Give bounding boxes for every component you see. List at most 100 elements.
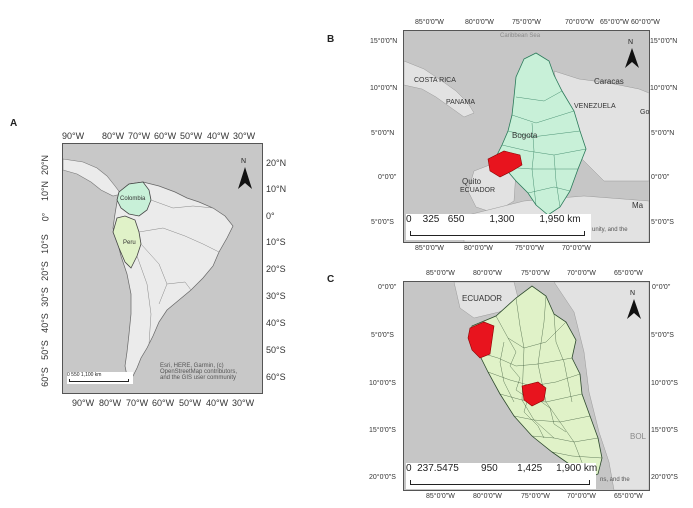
lat-tick: 15°0'0"N — [370, 38, 398, 45]
lon-tick: 85°0'0"W — [426, 270, 455, 277]
map-a-canvas — [63, 158, 234, 377]
attribution-line: and the GIS user community — [160, 375, 237, 381]
north-label: N — [630, 290, 636, 297]
map-c-canvas — [453, 282, 649, 490]
lon-tick: 80°W — [102, 131, 125, 141]
lat-tick: 15°0'0"S — [369, 427, 396, 434]
lat-tick: 20°N — [40, 154, 51, 176]
lat-tick: 0°0'0" — [378, 284, 397, 291]
map-b-attribution: unity, and the — [592, 227, 628, 233]
map-b-label-ecuador: ECUADOR — [460, 187, 496, 194]
scale-bar-line — [410, 480, 590, 485]
lat-tick: 60°S — [39, 367, 50, 387]
lon-tick: 70°0'0"W — [567, 493, 596, 500]
colombia-region — [116, 181, 152, 217]
lon-tick: 85°0'0"W — [426, 493, 455, 500]
lon-tick: 85°0'0"W — [415, 245, 444, 252]
map-a-attribution: Esri, HERE, Garmin, (c) OpenStreetMap co… — [160, 363, 237, 381]
south-america-land — [112, 181, 234, 377]
lat-tick: 10°N — [40, 180, 51, 202]
map-a-scale-bar: 0 550 1,100 km — [67, 372, 133, 384]
lat-tick: 20°S — [266, 264, 286, 274]
scale-bar-text: 0 237.5475 950 1,425 1,900 km — [406, 463, 598, 474]
map-b-label-panama: PANAMA — [446, 99, 476, 106]
lon-tick: 65°0'0"W — [600, 19, 629, 26]
attribution-line: OpenStreetMap contributors, — [160, 369, 238, 375]
lat-tick: 0°0'0" — [652, 284, 671, 291]
lat-tick: 10°S — [39, 234, 50, 254]
scale-bar-line — [69, 379, 129, 382]
lat-tick: 15°0'0"S — [651, 427, 678, 434]
lon-tick: 65°0'0"W — [614, 270, 643, 277]
lat-tick: 10°N — [266, 184, 287, 194]
lat-tick: 15°0'0"N — [650, 38, 678, 45]
lat-tick: 10°S — [266, 237, 286, 247]
map-b-scale-bar: 0 325 650 1,300 1,950 km — [406, 214, 591, 240]
lat-tick: 10°0'0"S — [651, 380, 678, 387]
lon-tick: 50°W — [179, 398, 202, 408]
panel-label-b: B — [327, 34, 335, 45]
lon-tick: 70°W — [128, 131, 151, 141]
colombia-departments — [501, 90, 587, 208]
lat-tick: 50°S — [39, 340, 50, 360]
map-b-frame: Caribbean Sea COSTA RICA PANAMA Caracas … — [403, 30, 650, 243]
lat-tick: 0°0'0" — [651, 174, 670, 181]
panel-label-a: A — [10, 118, 18, 129]
map-c-label-ecuador: ECUADOR — [462, 294, 503, 303]
country-borders — [136, 199, 220, 345]
scale-bar-text: 0 325 650 1,300 1,950 km — [406, 214, 581, 225]
lon-tick: 80°0'0"W — [473, 270, 502, 277]
lon-tick: 50°W — [180, 131, 203, 141]
lat-tick: 30°S — [39, 287, 50, 307]
map-a-north-arrow: N — [237, 158, 253, 190]
north-label: N — [241, 158, 247, 165]
lon-tick: 90°W — [62, 131, 85, 141]
map-b-label-bogota: Bogota — [512, 131, 538, 140]
lon-tick: 75°0'0"W — [521, 270, 550, 277]
north-label: N — [628, 39, 634, 46]
lon-tick: 75°0'0"W — [515, 245, 544, 252]
lon-tick: 30°W — [232, 398, 255, 408]
lat-tick: 60°S — [266, 372, 286, 382]
map-b-label-sea: Caribbean Sea — [500, 33, 541, 39]
lat-tick: 10°0'0"S — [369, 380, 396, 387]
lon-tick: 70°W — [126, 398, 149, 408]
map-b-label-caracas: Caracas — [594, 77, 624, 86]
lat-tick: 40°S — [266, 318, 286, 328]
east-land — [553, 282, 649, 490]
lon-tick: 90°W — [72, 398, 95, 408]
map-a-frame: Colombia Peru N 0 550 1,100 km Esri, HER… — [62, 143, 263, 394]
lon-tick: 80°0'0"W — [473, 493, 502, 500]
lat-tick: 0° — [40, 212, 51, 222]
lon-tick: 70°0'0"W — [562, 245, 591, 252]
lon-tick: 60°0'0"W — [631, 19, 660, 26]
attribution-line: Esri, HERE, Garmin, (c) — [160, 363, 224, 369]
map-a-label-colombia: Colombia — [120, 196, 146, 202]
lat-tick: 5°0'0"S — [371, 332, 394, 339]
lat-tick: 5°0'0"N — [651, 130, 675, 137]
central-america-land — [63, 158, 122, 197]
lon-tick: 75°0'0"W — [512, 19, 541, 26]
map-c-frame: ECUADOR BOL N 0 237.5475 950 1,425 1,900… — [403, 281, 650, 491]
lat-tick: 10°0'0"N — [370, 85, 398, 92]
lat-tick: 10°0'0"N — [650, 85, 678, 92]
lat-tick: 40°S — [39, 313, 50, 333]
map-b-label-go: Go — [640, 109, 650, 116]
lat-tick: 5°0'0"N — [371, 130, 395, 137]
highlighted-area-central — [521, 381, 547, 407]
panel-label-c: C — [327, 274, 335, 285]
map-b-label-quito: Quito — [462, 177, 482, 186]
lon-tick: 40°W — [207, 131, 230, 141]
lat-tick: 5°0'0"S — [651, 219, 674, 226]
ecuador-land — [453, 282, 520, 319]
lon-tick: 30°W — [233, 131, 256, 141]
lon-tick: 80°0'0"W — [465, 19, 494, 26]
lon-tick: 40°W — [206, 398, 229, 408]
lon-tick: 75°0'0"W — [521, 493, 550, 500]
lat-tick: 20°0'0"S — [369, 474, 396, 481]
highlighted-area-north — [467, 321, 495, 359]
lon-tick: 60°W — [152, 398, 175, 408]
highlighted-area — [487, 150, 523, 178]
map-a-label-peru: Peru — [123, 240, 136, 246]
lat-tick: 20°N — [266, 158, 287, 168]
